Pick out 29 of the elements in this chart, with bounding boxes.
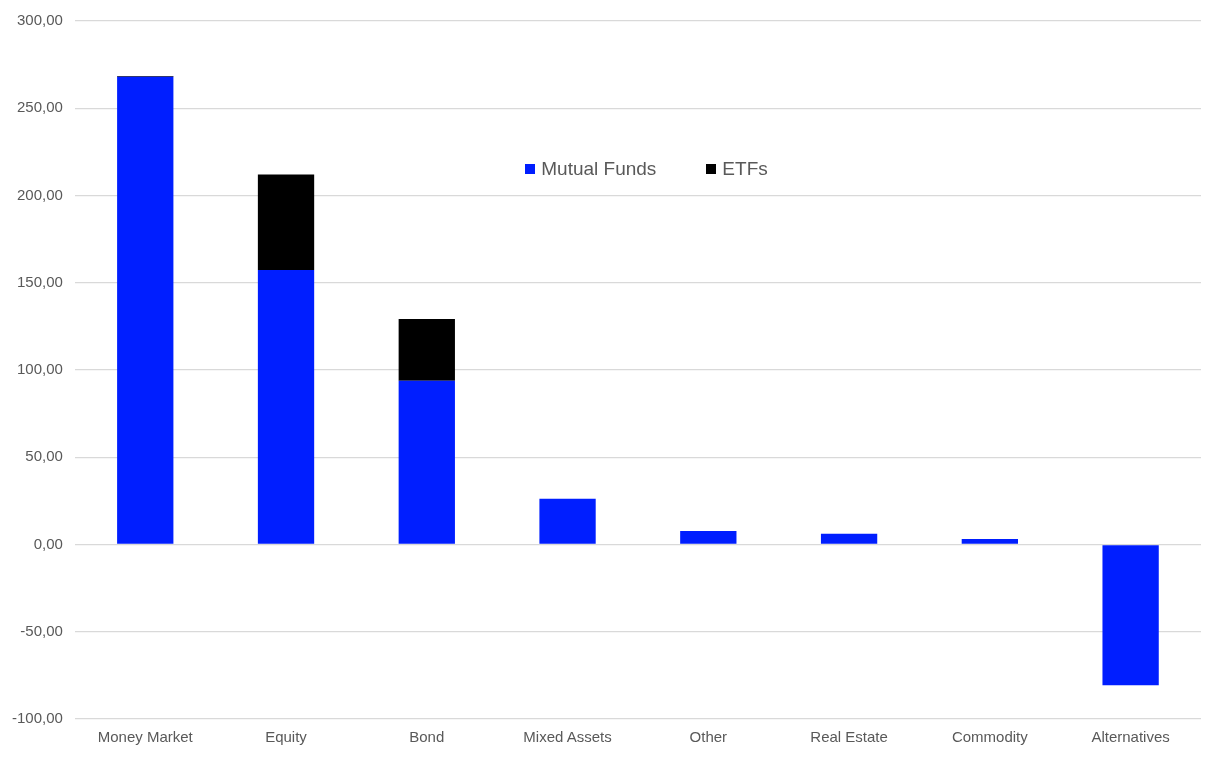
bar — [398, 319, 455, 381]
x-tick-label: Equity — [265, 728, 308, 746]
y-tick-label: -100,00 — [12, 709, 63, 727]
x-tick-label: Bond — [409, 728, 445, 746]
y-tick-label: 300,00 — [16, 11, 63, 29]
bar — [398, 380, 455, 544]
legend-label: Mutual Funds — [541, 158, 657, 180]
y-tick-label: 100,00 — [16, 360, 63, 378]
y-tick-label: -50,00 — [20, 621, 63, 639]
x-tick-label: Real Estate — [810, 728, 888, 746]
bar — [1102, 545, 1159, 686]
x-tick-label: Money Market — [97, 728, 194, 746]
x-tick-label: Other — [689, 728, 728, 746]
y-tick-label: 50,00 — [25, 447, 63, 465]
y-tick-label: 200,00 — [16, 185, 63, 203]
bar — [539, 498, 596, 544]
y-tick-label: 0,00 — [33, 534, 63, 552]
bar — [680, 531, 737, 544]
x-tick-label: Commodity — [951, 728, 1029, 746]
y-tick-label: 150,00 — [16, 272, 63, 290]
x-tick-label: Alternatives — [1091, 728, 1170, 746]
legend-label: ETFs — [722, 158, 768, 180]
bar — [961, 539, 1019, 544]
bar — [257, 270, 315, 544]
bar — [257, 174, 315, 271]
y-tick-label: 250,00 — [16, 98, 63, 116]
bar — [117, 76, 174, 544]
bar — [820, 533, 878, 544]
x-tick-label: Mixed Assets — [523, 728, 612, 746]
